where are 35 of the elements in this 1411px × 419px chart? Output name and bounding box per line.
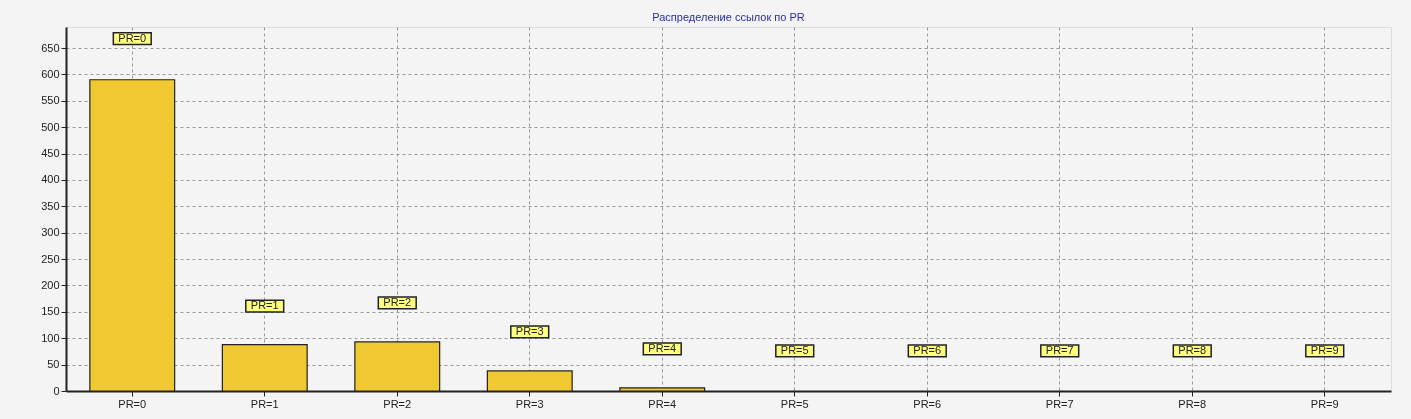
y-tick-label: 300 xyxy=(41,226,60,239)
annotation: PR=1 xyxy=(250,299,279,312)
annotation: PR=9 xyxy=(1310,343,1339,356)
y-tick-label: 400 xyxy=(41,173,60,186)
y-tick-label: 350 xyxy=(41,199,60,212)
annotation: PR=5 xyxy=(780,343,809,356)
y-tick-label: 100 xyxy=(41,331,60,344)
x-tick-label: PR=1 xyxy=(250,397,279,410)
y-tick-label: 450 xyxy=(41,147,60,160)
annotation: PR=2 xyxy=(383,295,412,308)
annotation: PR=0 xyxy=(118,31,147,44)
x-tick-label: PR=5 xyxy=(780,397,809,410)
y-tick-label: 150 xyxy=(41,305,60,318)
y-tick-label: 50 xyxy=(47,358,60,371)
annotation: PR=6 xyxy=(913,343,942,356)
x-tick-label: PR=9 xyxy=(1310,397,1339,410)
annotation: PR=3 xyxy=(515,324,544,337)
annotation: PR=7 xyxy=(1045,343,1074,356)
y-tick-label: 600 xyxy=(41,67,60,80)
x-tick-label: PR=4 xyxy=(648,397,677,410)
x-tick-label: PR=3 xyxy=(515,397,544,410)
x-tick-label: PR=8 xyxy=(1178,397,1207,410)
y-tick-label: 650 xyxy=(41,41,60,54)
x-tick-label: PR=6 xyxy=(913,397,942,410)
y-tick-label: 200 xyxy=(41,278,60,291)
x-tick-label: PR=0 xyxy=(118,397,147,410)
annotation: PR=4 xyxy=(648,341,677,354)
x-tick-label: PR=7 xyxy=(1045,397,1074,410)
y-tick-label: 250 xyxy=(41,252,60,265)
chart-title: Распределение ссылок по PR xyxy=(652,11,805,23)
y-tick-label: 0 xyxy=(53,384,60,397)
x-tick-label: PR=2 xyxy=(383,397,412,410)
y-tick-label: 550 xyxy=(41,94,60,107)
annotation: PR=8 xyxy=(1178,343,1207,356)
y-tick-label: 500 xyxy=(41,120,60,133)
